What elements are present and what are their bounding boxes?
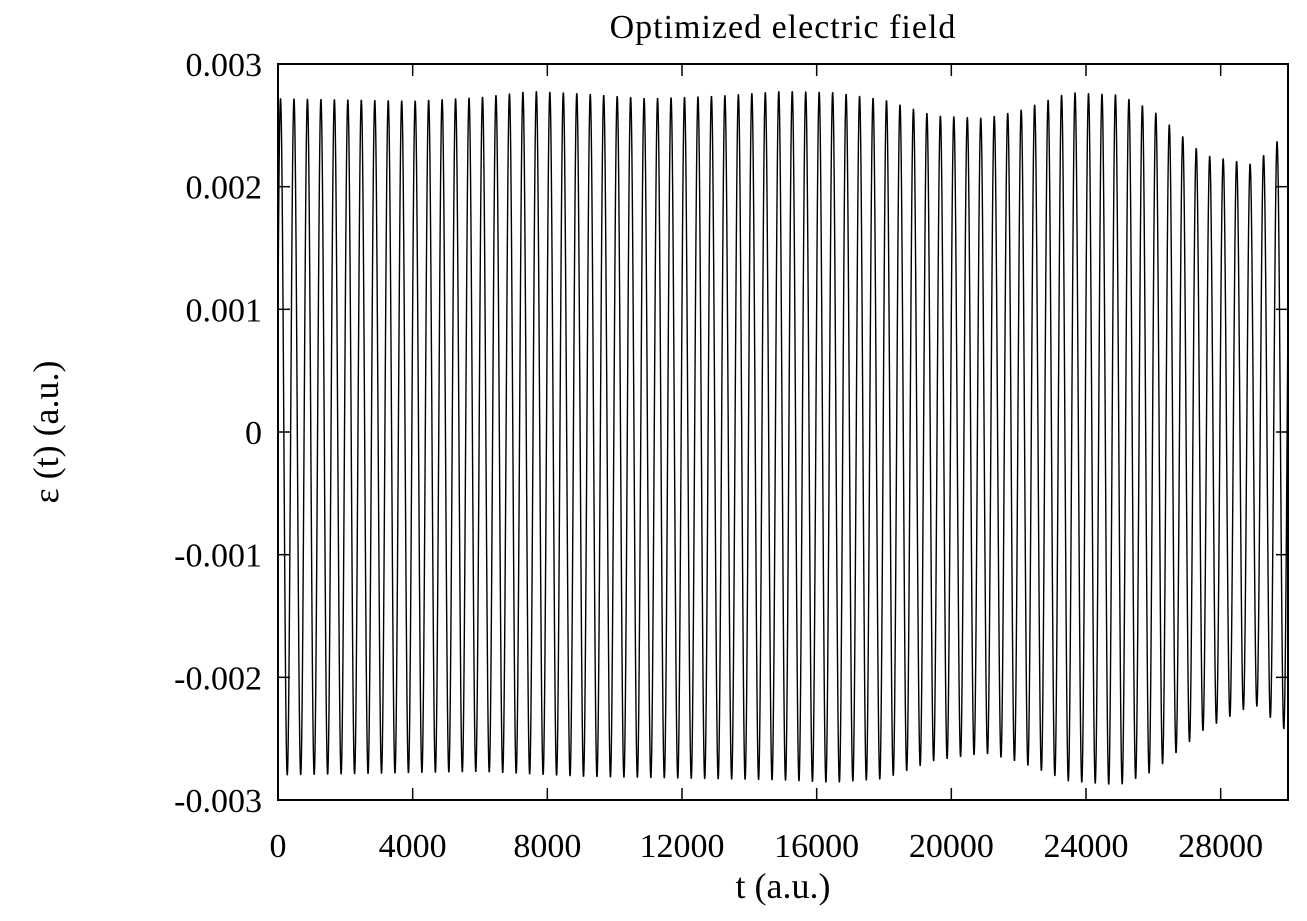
chart-title: Optimized electric field <box>610 9 957 46</box>
x-tick-label: 4000 <box>379 828 447 865</box>
x-tick-label: 24000 <box>1044 828 1129 865</box>
y-tick-label: -0.001 <box>174 538 262 575</box>
field-series-line <box>277 91 1289 785</box>
x-tick-label: 0 <box>270 828 287 865</box>
x-tick-label: 20000 <box>909 828 994 865</box>
y-tick-label: -0.002 <box>174 660 262 697</box>
x-tick-labels: 0 4000 8000 12000 16000 20000 24000 28000 <box>270 828 1264 865</box>
axis-ticks <box>277 63 1288 801</box>
y-axis-label: ε (t) (a.u.) <box>26 360 66 503</box>
y-tick-label: 0.003 <box>186 47 263 84</box>
x-tick-label: 12000 <box>640 828 725 865</box>
x-axis-label: t (a.u.) <box>736 866 831 906</box>
waveform <box>277 91 1289 785</box>
y-tick-label: 0 <box>245 415 262 452</box>
y-tick-label: 0.001 <box>186 292 263 329</box>
x-tick-label: 16000 <box>774 828 859 865</box>
y-tick-labels: 0.003 0.002 0.001 0 -0.001 -0.002 -0.003 <box>174 47 262 820</box>
y-tick-label: -0.003 <box>174 783 262 820</box>
y-tick-label: 0.002 <box>186 170 263 207</box>
x-tick-label: 8000 <box>513 828 581 865</box>
x-tick-label: 28000 <box>1178 828 1263 865</box>
